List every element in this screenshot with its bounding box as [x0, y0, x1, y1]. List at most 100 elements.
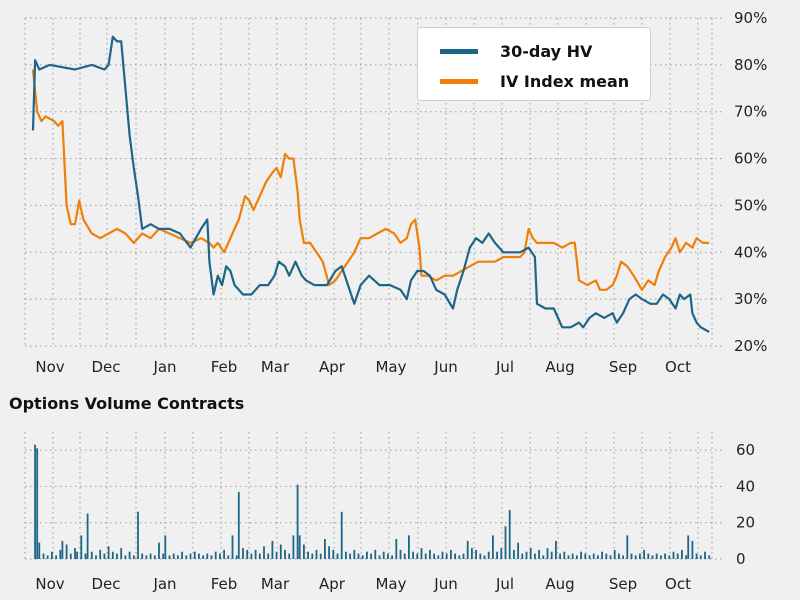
volume-bar-88: [387, 553, 389, 559]
volume-bar-100: [437, 555, 440, 559]
volume-bar-30: [149, 553, 152, 559]
volume-bar-78: [345, 551, 347, 559]
volume-bar-90: [395, 539, 398, 559]
volume-bar-68: [303, 544, 305, 559]
volume-bar-17: [95, 555, 97, 559]
volume-bar-8: [61, 540, 64, 559]
y-tick-top-5: 40%: [734, 243, 767, 261]
volume-bar-34: [164, 535, 167, 559]
volume-bar-110: [479, 553, 482, 559]
volume-bar-102: [445, 553, 448, 559]
volume-bar-60: [271, 540, 274, 559]
volume-bar-112: [487, 551, 490, 559]
volume-bar-87: [382, 551, 385, 559]
volume-bar-140: [605, 553, 608, 559]
volume-bar-148: [639, 553, 641, 559]
volume-bar-50: [231, 535, 234, 559]
x-tick-bottom-11: Oct: [665, 575, 691, 593]
volume-bar-89: [391, 555, 393, 559]
volume-bar-10: [69, 553, 72, 559]
volume-bar-118: [513, 549, 515, 559]
volume-bar-98: [429, 549, 431, 559]
volume-bar-1: [36, 448, 39, 559]
volume-bar-58: [263, 546, 265, 559]
x-tick-top-0: Nov: [35, 358, 64, 376]
volume-bar-105: [458, 555, 461, 559]
volume-bar-146: [630, 553, 633, 559]
volume-bar-133: [576, 555, 578, 559]
volume-bar-36: [172, 553, 175, 559]
volume-bar-113: [492, 535, 494, 559]
x-tick-top-11: Oct: [665, 358, 691, 376]
volume-bar-142: [613, 549, 616, 559]
volume-bar-32: [158, 542, 160, 559]
volume-bar-15: [86, 513, 89, 559]
volume-bar-28: [141, 553, 144, 559]
x-tick-bottom-1: Dec: [91, 575, 120, 593]
x-tick-bottom-3: Feb: [211, 575, 238, 593]
volume-bar-66: [296, 484, 299, 559]
y-tick-top-0: 90%: [734, 9, 767, 27]
volume-bar-80: [353, 549, 356, 559]
volume-bar-139: [601, 551, 603, 559]
volume-bar-49: [227, 555, 230, 559]
y-tick-bottom-3: 0: [736, 550, 746, 568]
volume-bar-97: [424, 553, 427, 559]
volume-bar-9: [65, 544, 68, 559]
x-tick-bottom-8: Jul: [495, 575, 514, 593]
volume-bar-37: [177, 555, 179, 559]
volume-bar-79: [349, 553, 351, 559]
volume-bar-84: [370, 553, 372, 559]
legend-item-iv: IV Index mean: [440, 68, 629, 94]
volume-bar-42: [198, 553, 200, 559]
volume-bar-46: [214, 551, 217, 559]
volume-bar-114: [496, 551, 498, 559]
volume-bar-94: [412, 551, 414, 559]
volume-bar-152: [655, 553, 658, 559]
series-line-iv: [31, 69, 710, 291]
volume-bar-82: [361, 555, 364, 559]
y-tick-bottom-1: 40: [736, 477, 755, 495]
x-tick-bottom-6: May: [375, 575, 406, 593]
volume-bar-164: [704, 551, 706, 559]
volume-bar-141: [609, 555, 612, 559]
volume-bar-135: [584, 553, 587, 559]
volume-bar-76: [336, 553, 339, 559]
volume-bar-5: [51, 551, 53, 559]
volume-bar-48: [223, 549, 225, 559]
volume-bar-103: [450, 549, 452, 559]
volume-bar-72: [319, 553, 322, 559]
volume-bar-122: [529, 548, 532, 559]
volume-bar-153: [660, 555, 662, 559]
volume-bar-0: [34, 444, 36, 559]
volume-bar-115: [500, 548, 503, 559]
x-tick-top-6: May: [375, 358, 406, 376]
volume-bar-62: [279, 544, 282, 559]
volume-bar-107: [466, 540, 469, 559]
volume-bar-21: [111, 551, 114, 559]
volume-bar-147: [634, 555, 637, 559]
volume-bar-53: [242, 548, 244, 559]
y-tick-top-6: 30%: [734, 290, 767, 308]
volume-bar-86: [378, 555, 381, 559]
volume-bar-121: [525, 551, 528, 559]
volume-bar-7: [59, 549, 62, 559]
volume-bar-111: [483, 555, 486, 559]
x-tick-top-10: Sep: [609, 358, 637, 376]
volume-bar-157: [676, 553, 679, 559]
x-tick-bottom-5: Apr: [319, 575, 346, 593]
volume-bar-39: [185, 555, 188, 559]
volume-bar-44: [206, 553, 209, 559]
volume-chart-title: Options Volume Contracts: [9, 394, 245, 413]
volume-bar-13: [80, 535, 83, 559]
volume-bar-2: [38, 542, 41, 559]
volume-bar-14: [84, 553, 87, 559]
volume-bar-38: [181, 551, 183, 559]
y-tick-top-2: 70%: [734, 103, 767, 121]
volume-bar-106: [462, 553, 465, 559]
volume-bar-25: [128, 551, 131, 559]
volume-bar-132: [571, 553, 574, 559]
volume-bar-125: [542, 555, 545, 559]
x-tick-bottom-4: Mar: [261, 575, 290, 593]
